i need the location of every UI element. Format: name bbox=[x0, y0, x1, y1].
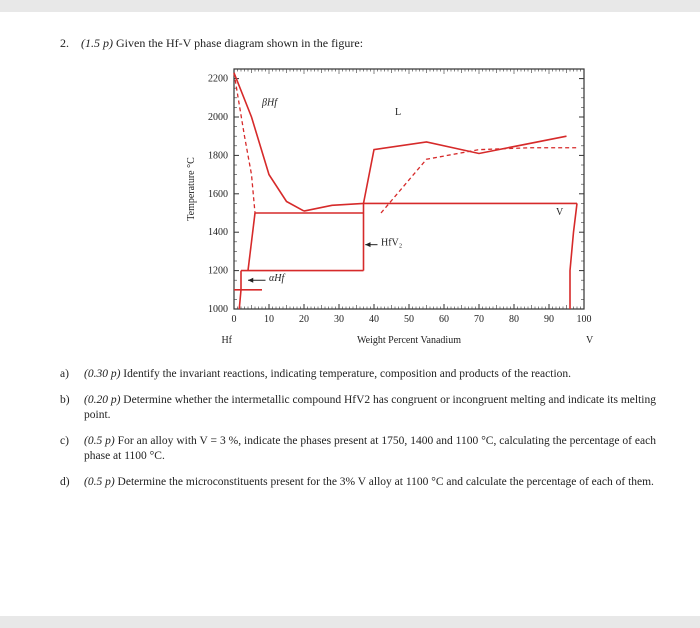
subquestion: a)(0.30 p) Identify the invariant reacti… bbox=[60, 367, 656, 383]
subquestion-body: (0.5 p) For an alloy with V = 3 %, indic… bbox=[84, 434, 656, 465]
phase-diagram-container: 0 10 20 30 40 50 60 70 80 90 100 1000 1200 1400 1600 18… bbox=[120, 59, 656, 349]
svg-text:80: 80 bbox=[509, 314, 519, 325]
svg-text:1200: 1200 bbox=[208, 266, 228, 277]
svg-text:1000: 1000 bbox=[208, 304, 228, 315]
svg-text:V: V bbox=[556, 207, 564, 218]
question-points: (1.5 p) bbox=[81, 36, 113, 50]
question-prompt: Given the Hf-V phase diagram shown in th… bbox=[116, 36, 363, 50]
svg-text:αHf: αHf bbox=[269, 273, 285, 284]
svg-text:1800: 1800 bbox=[208, 150, 228, 161]
svg-text:Hf: Hf bbox=[221, 335, 232, 346]
svg-text:L: L bbox=[395, 107, 401, 118]
subquestion-points: (0.30 p) bbox=[84, 368, 123, 380]
svg-text:V: V bbox=[586, 335, 594, 346]
page: 2. (1.5 p) Given the Hf-V phase diagram … bbox=[0, 12, 700, 616]
svg-text:Weight Percent Vanadium: Weight Percent Vanadium bbox=[357, 335, 461, 346]
subquestion: b)(0.20 p) Determine whether the interme… bbox=[60, 393, 656, 424]
svg-text:50: 50 bbox=[404, 314, 414, 325]
subquestion-body: (0.20 p) Determine whether the intermeta… bbox=[84, 393, 656, 424]
svg-text:10: 10 bbox=[264, 314, 274, 325]
subquestion-body: (0.30 p) Identify the invariant reaction… bbox=[84, 367, 656, 383]
svg-text:βHf: βHf bbox=[261, 97, 278, 108]
svg-text:HfV₂: HfV₂ bbox=[381, 238, 402, 249]
subquestion-letter: d) bbox=[60, 475, 84, 491]
subquestion-text: Identify the invariant reactions, indica… bbox=[123, 368, 571, 380]
subquestion-points: (0.20 p) bbox=[84, 394, 123, 406]
subquestion-text: Determine whether the intermetallic comp… bbox=[84, 394, 656, 422]
svg-text:2000: 2000 bbox=[208, 112, 228, 123]
svg-text:0: 0 bbox=[232, 314, 237, 325]
svg-text:100: 100 bbox=[577, 314, 592, 325]
question-number: 2. bbox=[60, 36, 78, 51]
subquestion-text: Determine the microconstituents present … bbox=[118, 476, 654, 488]
subquestion-letter: b) bbox=[60, 393, 84, 424]
svg-text:1400: 1400 bbox=[208, 227, 228, 238]
subquestion: d)(0.5 p) Determine the microconstituent… bbox=[60, 475, 656, 491]
subquestion-body: (0.5 p) Determine the microconstituents … bbox=[84, 475, 656, 491]
subquestion-text: For an alloy with V = 3 %, indicate the … bbox=[84, 435, 656, 463]
subquestion-points: (0.5 p) bbox=[84, 435, 118, 447]
phase-diagram: 0 10 20 30 40 50 60 70 80 90 100 1000 1200 1400 1600 18… bbox=[178, 59, 598, 349]
subquestion-letter: c) bbox=[60, 434, 84, 465]
subquestion: c)(0.5 p) For an alloy with V = 3 %, ind… bbox=[60, 434, 656, 465]
svg-text:90: 90 bbox=[544, 314, 554, 325]
svg-text:20: 20 bbox=[299, 314, 309, 325]
subquestion-points: (0.5 p) bbox=[84, 476, 118, 488]
subquestion-letter: a) bbox=[60, 367, 84, 383]
subquestion-list: a)(0.30 p) Identify the invariant reacti… bbox=[60, 367, 656, 490]
svg-text:2200: 2200 bbox=[208, 74, 228, 85]
svg-text:40: 40 bbox=[369, 314, 379, 325]
svg-text:Temperature °C: Temperature °C bbox=[186, 157, 197, 221]
svg-text:30: 30 bbox=[334, 314, 344, 325]
svg-text:1600: 1600 bbox=[208, 189, 228, 200]
svg-text:70: 70 bbox=[474, 314, 484, 325]
question-header: 2. (1.5 p) Given the Hf-V phase diagram … bbox=[60, 36, 656, 51]
svg-text:60: 60 bbox=[439, 314, 449, 325]
